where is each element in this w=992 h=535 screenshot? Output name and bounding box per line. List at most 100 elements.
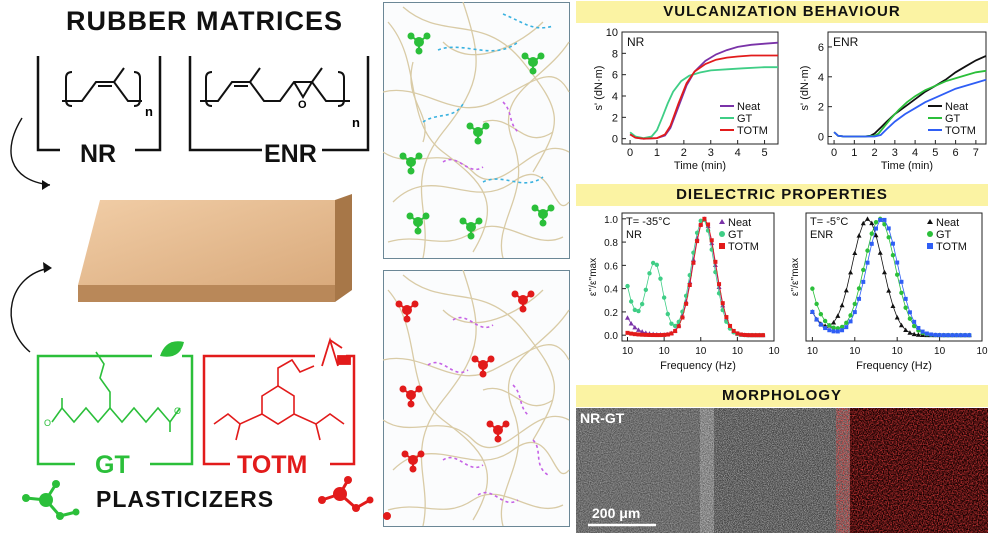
data-point-totm bbox=[665, 332, 670, 337]
data-point-gt bbox=[903, 305, 908, 310]
data-point-totm bbox=[958, 333, 963, 338]
data-point-totm bbox=[695, 239, 700, 244]
data-point-gt bbox=[694, 230, 700, 236]
x-tick-label: 2 bbox=[872, 147, 878, 159]
legend-marker-totm bbox=[927, 243, 933, 249]
nr-structure bbox=[36, 56, 162, 152]
data-point-neat bbox=[856, 233, 862, 238]
data-point-neat bbox=[881, 269, 887, 275]
data-point-neat bbox=[839, 302, 845, 308]
data-point-totm bbox=[654, 333, 659, 338]
x-tick-label: 5 bbox=[761, 147, 767, 159]
data-point-totm bbox=[739, 332, 744, 337]
data-point-gt bbox=[873, 220, 879, 225]
legend-label-neat: Neat bbox=[936, 217, 959, 229]
totm-label: TOTM bbox=[237, 451, 308, 479]
data-point-totm bbox=[912, 319, 917, 324]
x-tick-label: 10 bbox=[976, 346, 988, 357]
series-line-gt bbox=[629, 66, 778, 140]
data-point-gt bbox=[650, 260, 656, 266]
data-point-totm bbox=[658, 333, 663, 338]
data-point-totm bbox=[873, 226, 878, 231]
dielectric-chart-enr: 10-2100102104106Frequency (Hz)ε''/ε''max… bbox=[790, 212, 988, 372]
data-point-totm bbox=[924, 331, 929, 336]
legend-label-neat: Neat bbox=[945, 101, 968, 113]
data-point-neat bbox=[903, 327, 909, 333]
legend-label-gt: GT bbox=[728, 229, 744, 241]
data-point-gt bbox=[669, 321, 674, 326]
data-point-gt bbox=[886, 235, 891, 240]
data-point-totm bbox=[713, 259, 718, 264]
gt-molecule-icon bbox=[22, 480, 80, 520]
svg-text:O: O bbox=[174, 406, 181, 416]
data-point-neat bbox=[628, 320, 634, 326]
data-point-totm bbox=[728, 323, 733, 328]
x-axis-label: Time (min) bbox=[674, 160, 726, 172]
data-point-totm bbox=[937, 333, 942, 338]
data-point-gt bbox=[848, 313, 853, 318]
y-tick-label: 0.2 bbox=[604, 308, 618, 319]
legend-marker-neat bbox=[927, 219, 933, 224]
oil-derrick-icon bbox=[321, 336, 351, 367]
data-point-gt bbox=[865, 248, 870, 253]
panel-label: NR bbox=[626, 229, 642, 241]
data-point-totm bbox=[899, 279, 904, 284]
legend-label-totm: TOTM bbox=[728, 241, 759, 253]
data-point-totm bbox=[963, 333, 968, 338]
data-point-totm bbox=[687, 282, 692, 287]
y-tick-label: 8 bbox=[612, 48, 618, 60]
data-point-totm bbox=[662, 332, 667, 337]
data-point-neat bbox=[869, 220, 875, 226]
data-point-totm bbox=[757, 333, 762, 338]
x-axis-label: Time (min) bbox=[881, 160, 933, 172]
enr-subscript-n: n bbox=[352, 115, 360, 130]
data-point-totm bbox=[709, 238, 714, 243]
data-point-neat bbox=[865, 216, 871, 221]
data-point-gt bbox=[899, 290, 904, 296]
data-point-totm bbox=[946, 333, 951, 338]
data-point-gt bbox=[672, 323, 678, 329]
morphology-images bbox=[576, 408, 988, 533]
data-point-totm bbox=[702, 216, 707, 221]
data-point-gt bbox=[856, 286, 862, 291]
data-point-totm bbox=[647, 332, 652, 337]
nr-subscript-n: n bbox=[145, 104, 153, 119]
y-tick-label: 0 bbox=[612, 134, 618, 146]
morphology-sample-tag: NR-GT bbox=[580, 410, 625, 426]
legend-label-gt: GT bbox=[945, 113, 961, 125]
data-point-totm bbox=[903, 296, 908, 301]
data-point-totm bbox=[629, 331, 634, 336]
x-axis-label: Frequency (Hz) bbox=[856, 360, 932, 372]
data-point-gt bbox=[647, 271, 652, 276]
legend-label-totm: TOTM bbox=[737, 125, 768, 137]
data-point-totm bbox=[810, 309, 815, 314]
network-panel-gt bbox=[383, 2, 570, 259]
data-point-totm bbox=[950, 333, 955, 338]
data-point-totm bbox=[673, 329, 678, 334]
data-point-gt bbox=[691, 250, 696, 255]
data-point-totm bbox=[840, 328, 845, 333]
series-line-totm bbox=[629, 54, 778, 140]
x-tick-label: 4 bbox=[912, 147, 918, 159]
data-point-gt bbox=[661, 295, 667, 300]
data-point-totm bbox=[735, 331, 740, 336]
x-tick-label: 10 bbox=[768, 346, 780, 357]
data-point-totm bbox=[684, 301, 689, 306]
data-point-gt bbox=[632, 307, 638, 313]
data-point-totm bbox=[625, 330, 630, 335]
temperature-annotation: T= -35°C bbox=[626, 216, 670, 228]
nr-label: NR bbox=[80, 140, 117, 168]
data-point-gt bbox=[654, 262, 660, 268]
dielectric-header: DIELECTRIC PROPERTIES bbox=[576, 184, 988, 206]
data-point-totm bbox=[680, 315, 685, 320]
y-tick-label: 2 bbox=[612, 112, 618, 124]
data-point-totm bbox=[746, 333, 751, 338]
totm-molecule-icon bbox=[318, 476, 374, 512]
x-tick-label: 10 bbox=[934, 346, 946, 357]
data-point-totm bbox=[632, 332, 637, 337]
rubber-slab bbox=[78, 194, 352, 302]
data-point-totm bbox=[857, 296, 862, 301]
data-point-totm bbox=[643, 332, 648, 337]
y-axis-label: ε''/ε''max bbox=[790, 258, 801, 296]
